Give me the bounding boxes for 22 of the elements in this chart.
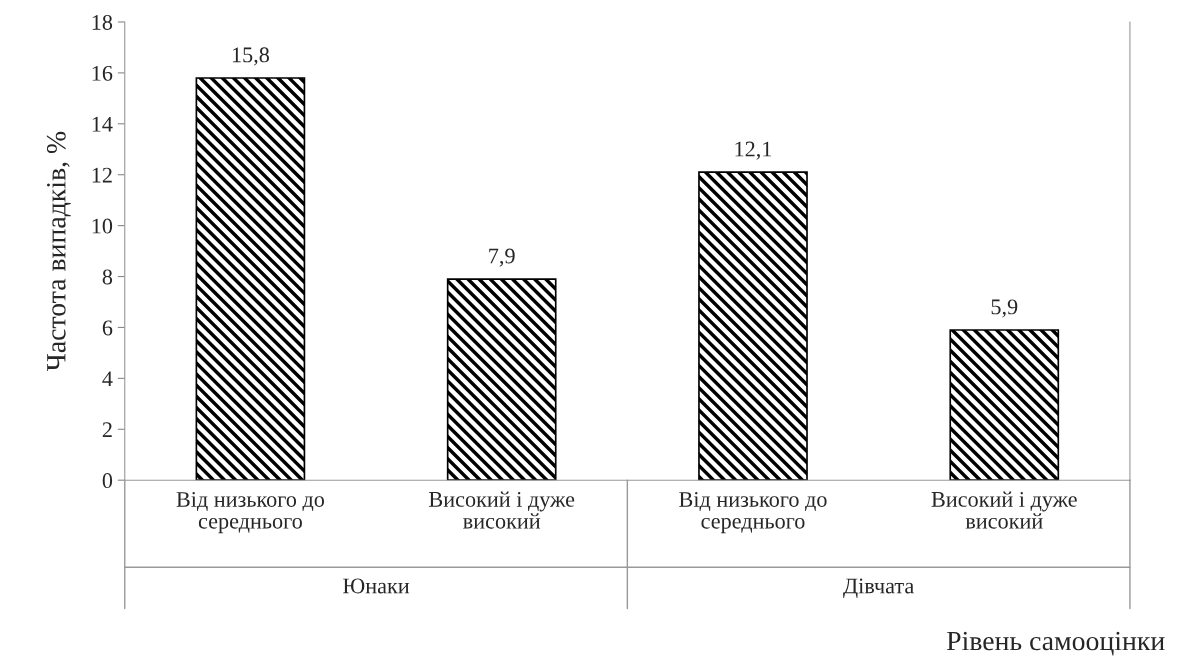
- y-tick-label: 4: [102, 371, 113, 387]
- x-tick-label: Високий і дуже високий: [429, 491, 575, 529]
- data-label: 5,9: [991, 299, 1018, 318]
- y-tick-label: 2: [102, 422, 112, 437]
- y-tick-label: 16: [92, 65, 113, 81]
- y-axis-title: Частота випадків, %: [46, 131, 71, 371]
- x-tick-label: Високий і дуже високий: [931, 491, 1077, 529]
- y-tick-label: 8: [102, 269, 113, 285]
- text: Дівчата: [843, 578, 914, 598]
- data-label: 7,9: [489, 248, 515, 267]
- data-label: 15,8: [232, 47, 269, 66]
- y-tick-label: 10: [92, 218, 113, 234]
- x-axis-title: Рівень самооцінки: [946, 631, 1165, 656]
- y-tick-label: 6: [102, 320, 113, 336]
- y-tick-label: 0: [102, 473, 113, 489]
- y-tick-label: 18: [92, 14, 113, 30]
- y-tick-label: 12: [92, 167, 112, 183]
- x-tick-label: Від низького до середнього: [176, 492, 325, 534]
- text: Юнаки: [343, 578, 410, 594]
- y-tick-label: 14: [92, 116, 113, 132]
- x-tick-label: Від низького до середнього: [679, 492, 827, 534]
- data-label: 12,1: [735, 141, 772, 160]
